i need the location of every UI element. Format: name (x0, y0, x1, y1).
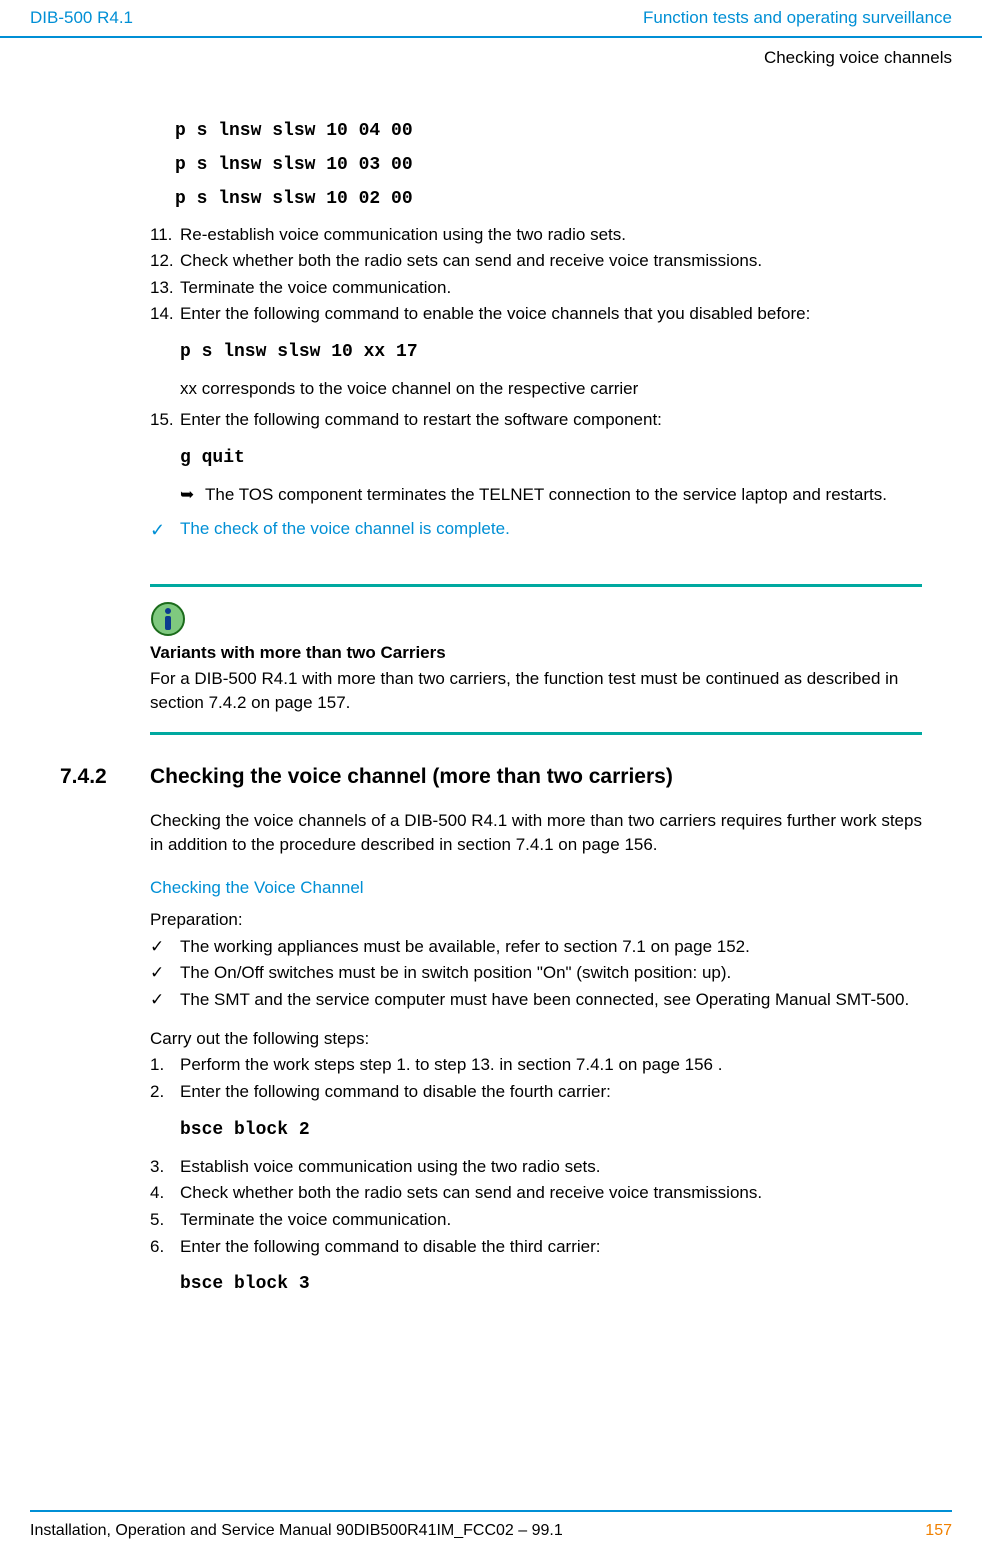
info-title: Variants with more than two Carriers (150, 643, 922, 663)
step-item: 15. Enter the following command to resta… (150, 408, 922, 433)
step-item: 1. Perform the work steps step 1. to ste… (150, 1053, 922, 1078)
prep-label: Preparation: (150, 908, 922, 933)
footer-row: Installation, Operation and Service Manu… (30, 1522, 952, 1540)
code-block-top: p s lnsw slsw 10 04 00 p s lnsw slsw 10 … (175, 114, 922, 217)
prep-text: The On/Off switches must be in switch po… (180, 961, 731, 986)
prep-text: The SMT and the service computer must ha… (180, 988, 909, 1013)
info-body: For a DIB-500 R4.1 with more than two ca… (150, 667, 922, 716)
step-list-b-cont: 3. Establish voice communication using t… (150, 1155, 922, 1260)
step-text: Terminate the voice communication. (180, 276, 922, 301)
sub-heading: Checking the Voice Channel (150, 878, 922, 898)
section-intro: Checking the voice channels of a DIB-500… (150, 809, 922, 858)
footer-rule (30, 1510, 952, 1512)
step-list-b: 1. Perform the work steps step 1. to ste… (150, 1053, 922, 1104)
step-text: Establish voice communication using the … (180, 1155, 922, 1180)
step-number: 2. (150, 1080, 180, 1105)
step-number: 14. (150, 302, 180, 327)
header-subtitle: Checking voice channels (0, 38, 982, 74)
header-chapter: Function tests and operating surveillanc… (643, 8, 952, 28)
step-item: 4. Check whether both the radio sets can… (150, 1181, 922, 1206)
header-top-row: DIB-500 R4.1 Function tests and operatin… (30, 8, 952, 28)
code-line: p s lnsw slsw 10 04 00 (175, 114, 922, 148)
info-rule (150, 584, 922, 587)
header-product: DIB-500 R4.1 (30, 8, 133, 28)
page-header: DIB-500 R4.1 Function tests and operatin… (0, 0, 982, 38)
info-icon (150, 601, 186, 637)
step-item: 13. Terminate the voice communication. (150, 276, 922, 301)
result-row: ➥ The TOS component terminates the TELNE… (180, 483, 922, 508)
check-icon: ✓ (150, 988, 180, 1013)
step-item: 6. Enter the following command to disabl… (150, 1235, 922, 1260)
step-number: 1. (150, 1053, 180, 1078)
prep-item: ✓ The SMT and the service computer must … (150, 988, 922, 1013)
page-footer: Installation, Operation and Service Manu… (0, 1502, 982, 1558)
check-icon: ✓ (150, 935, 180, 960)
section-title: Checking the voice channel (more than tw… (150, 765, 673, 789)
step-number: 3. (150, 1155, 180, 1180)
step-text: Enter the following command to enable th… (180, 302, 922, 327)
code-line: p s lnsw slsw 10 xx 17 (180, 335, 922, 369)
completion-row: ✓ The check of the voice channel is comp… (150, 517, 922, 543)
prep-item: ✓ The On/Off switches must be in switch … (150, 961, 922, 986)
step-number: 4. (150, 1181, 180, 1206)
footer-doc-id: Installation, Operation and Service Manu… (30, 1522, 563, 1540)
step-number: 11. (150, 223, 180, 248)
steps-label: Carry out the following steps: (150, 1027, 922, 1052)
step-number: 12. (150, 249, 180, 274)
result-text: The TOS component terminates the TELNET … (205, 483, 887, 508)
step-number: 6. (150, 1235, 180, 1260)
step-item: 12. Check whether both the radio sets ca… (150, 249, 922, 274)
info-box: Variants with more than two Carriers For… (150, 584, 922, 735)
step-text: Enter the following command to restart t… (180, 408, 922, 433)
prep-text: The working appliances must be available… (180, 935, 750, 960)
footer-page-number: 157 (925, 1522, 952, 1540)
step-item: 11. Re-establish voice communication usi… (150, 223, 922, 248)
step-item: 14. Enter the following command to enabl… (150, 302, 922, 327)
step-number: 5. (150, 1208, 180, 1233)
code-line: p s lnsw slsw 10 03 00 (175, 148, 922, 182)
check-icon: ✓ (150, 517, 180, 543)
completion-text: The check of the voice channel is comple… (180, 517, 510, 543)
prep-item: ✓ The working appliances must be availab… (150, 935, 922, 960)
step-number: 13. (150, 276, 180, 301)
step-text: Check whether both the radio sets can se… (180, 1181, 922, 1206)
prep-list: ✓ The working appliances must be availab… (150, 935, 922, 1013)
step-text: Enter the following command to disable t… (180, 1080, 922, 1105)
step-text: Check whether both the radio sets can se… (180, 249, 922, 274)
code-line: bsce block 2 (180, 1113, 922, 1147)
step-list-a: 11. Re-establish voice communication usi… (150, 223, 922, 328)
check-icon: ✓ (150, 961, 180, 986)
step-list-a-cont: 15. Enter the following command to resta… (150, 408, 922, 433)
code-line: g quit (180, 441, 922, 475)
arrow-icon: ➥ (180, 483, 205, 508)
page-content: p s lnsw slsw 10 04 00 p s lnsw slsw 10 … (0, 74, 982, 1302)
step-note: xx corresponds to the voice channel on t… (180, 377, 922, 402)
step-text: Terminate the voice communication. (180, 1208, 922, 1233)
step-text: Perform the work steps step 1. to step 1… (180, 1053, 922, 1078)
info-rule (150, 732, 922, 735)
step-text: Re-establish voice communication using t… (180, 223, 922, 248)
step-text: Enter the following command to disable t… (180, 1235, 922, 1260)
code-line: p s lnsw slsw 10 02 00 (175, 182, 922, 216)
section-number: 7.4.2 (60, 765, 150, 789)
step-item: 5. Terminate the voice communication. (150, 1208, 922, 1233)
step-item: 2. Enter the following command to disabl… (150, 1080, 922, 1105)
section-heading: 7.4.2 Checking the voice channel (more t… (60, 765, 922, 789)
code-line: bsce block 3 (180, 1267, 922, 1301)
step-item: 3. Establish voice communication using t… (150, 1155, 922, 1180)
step-number: 15. (150, 408, 180, 433)
